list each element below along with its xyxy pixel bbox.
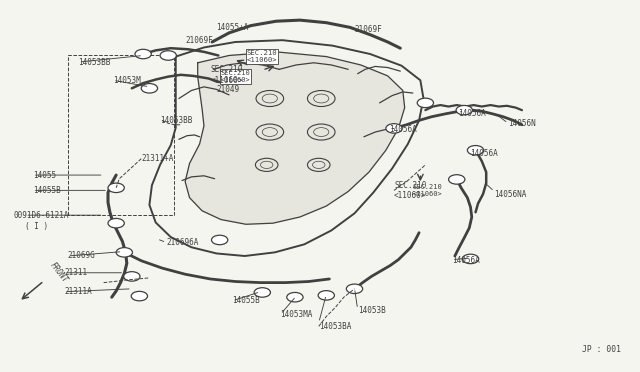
Circle shape — [318, 291, 335, 300]
Text: SEC.210
<11060>: SEC.210 <11060> — [394, 181, 426, 200]
Circle shape — [211, 235, 228, 245]
Text: 21049: 21049 — [216, 85, 239, 94]
Circle shape — [160, 51, 177, 60]
Circle shape — [449, 175, 465, 184]
Circle shape — [108, 183, 124, 193]
Circle shape — [417, 98, 433, 108]
Circle shape — [108, 218, 124, 228]
Text: 14055B: 14055B — [232, 296, 260, 305]
Text: 14056A: 14056A — [458, 109, 486, 118]
Text: 21069G: 21069G — [68, 251, 95, 260]
Text: JP : 001: JP : 001 — [582, 345, 621, 354]
Circle shape — [346, 284, 363, 294]
Text: 210696A: 210696A — [166, 238, 198, 247]
Text: 21311+A: 21311+A — [141, 154, 173, 163]
Text: 14053MA: 14053MA — [280, 310, 313, 319]
Polygon shape — [185, 52, 404, 224]
Circle shape — [467, 145, 484, 155]
Text: 14053M: 14053M — [113, 76, 141, 85]
Circle shape — [124, 272, 140, 281]
Text: SEC.210
<11060>: SEC.210 <11060> — [220, 70, 250, 83]
Text: 21311A: 21311A — [64, 287, 92, 296]
Text: SEC.210
<11060>: SEC.210 <11060> — [413, 184, 443, 197]
Text: 14055B: 14055B — [33, 186, 61, 195]
Circle shape — [287, 292, 303, 302]
Text: 14056A: 14056A — [389, 125, 417, 134]
Circle shape — [254, 288, 271, 297]
Text: 14053BA: 14053BA — [319, 322, 351, 331]
Text: 14056NA: 14056NA — [494, 189, 527, 199]
Text: 14056N: 14056N — [508, 119, 536, 128]
Text: 21069F: 21069F — [185, 36, 213, 45]
Circle shape — [386, 124, 402, 133]
Circle shape — [456, 105, 472, 115]
Circle shape — [131, 291, 148, 301]
Circle shape — [116, 248, 132, 257]
Text: 21311: 21311 — [64, 268, 87, 277]
Circle shape — [462, 254, 479, 264]
Text: 0091D6-6121A: 0091D6-6121A — [14, 211, 69, 220]
Text: 14055+A: 14055+A — [216, 23, 249, 32]
Circle shape — [135, 49, 151, 59]
Text: 14056A: 14056A — [470, 149, 499, 158]
Text: SEC.210
<11060>: SEC.210 <11060> — [247, 50, 278, 63]
Text: ( I ): ( I ) — [25, 222, 49, 231]
Text: SEC.210
<11060>: SEC.210 <11060> — [211, 65, 243, 84]
Text: FRONT: FRONT — [49, 260, 70, 284]
Circle shape — [141, 84, 157, 93]
Text: 14055: 14055 — [33, 171, 56, 180]
Text: 14053BB: 14053BB — [160, 116, 193, 125]
Text: 14053BB: 14053BB — [79, 58, 111, 67]
Text: 21069F: 21069F — [355, 25, 382, 34]
Text: 14056A: 14056A — [452, 256, 479, 265]
Text: 14053B: 14053B — [358, 306, 385, 315]
